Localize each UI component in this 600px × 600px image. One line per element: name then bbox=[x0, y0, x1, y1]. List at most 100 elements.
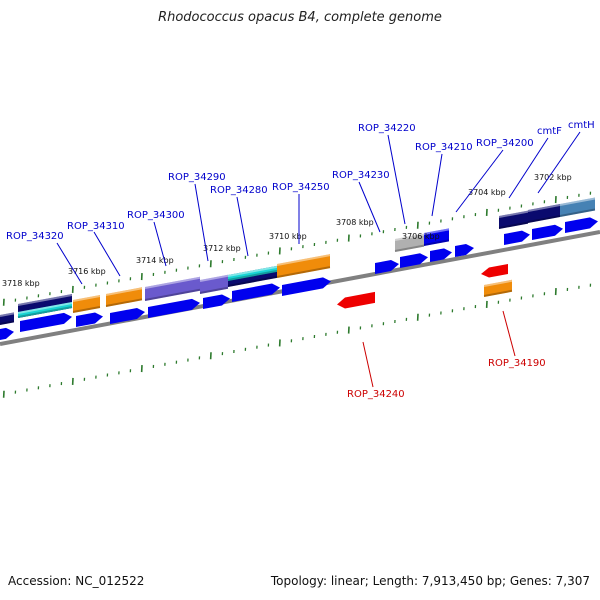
reverse-gene-arrow bbox=[337, 291, 375, 309]
feature-box-purple-shade bbox=[144, 288, 201, 301]
forward-gene-arrow bbox=[400, 253, 428, 268]
forward-gene-arrow bbox=[375, 260, 399, 274]
feature-box-navy-shade bbox=[0, 320, 15, 325]
gene-label: ROP_34220 bbox=[358, 123, 416, 134]
feature-box-cyan-shade bbox=[227, 269, 278, 281]
feature-box-navy-highlight bbox=[527, 204, 561, 212]
forward-gene-arrow bbox=[430, 248, 452, 262]
gene-leader-line bbox=[362, 341, 374, 388]
gene-leader-line bbox=[455, 149, 504, 213]
feature-box-blue-shade bbox=[423, 239, 450, 246]
genome-summary: Topology: linear; Length: 7,913,450 bp; … bbox=[270, 574, 590, 588]
feature-box-purple bbox=[145, 276, 200, 301]
gene-label: ROP_34240 bbox=[347, 389, 405, 400]
forward-gene-arrow bbox=[565, 217, 598, 233]
feature-box-navy-highlight bbox=[17, 293, 73, 306]
feature-box-blue bbox=[424, 228, 449, 246]
forward-gene-arrow bbox=[504, 230, 530, 245]
forward-gene-arrow bbox=[148, 298, 200, 318]
reverse-gene-arrow bbox=[481, 263, 508, 278]
feature-box-orange bbox=[484, 279, 512, 297]
gene-label: ROP_34230 bbox=[332, 170, 390, 181]
gene-leader-line bbox=[508, 137, 549, 199]
gene-leader-line bbox=[431, 153, 443, 217]
coordinate-label: 3716 kbp bbox=[68, 267, 106, 276]
feature-box-orange-highlight bbox=[276, 254, 331, 266]
feature-box-navy-shade bbox=[227, 275, 278, 287]
feature-box-grey bbox=[395, 233, 424, 252]
feature-box-navy-highlight bbox=[0, 312, 15, 317]
feature-box-navy-shade bbox=[498, 221, 529, 229]
feature-box-orange-shade bbox=[72, 305, 101, 313]
feature-box-orange-shade bbox=[105, 298, 143, 307]
feature-box-purple-shade bbox=[199, 286, 229, 294]
gene-label: ROP_34210 bbox=[415, 142, 473, 153]
feature-box-purple-highlight bbox=[199, 274, 229, 282]
feature-box-navy-highlight bbox=[498, 210, 529, 218]
gene-label: ROP_34200 bbox=[476, 138, 534, 149]
gene-leader-line bbox=[358, 181, 381, 233]
feature-box-steelblue-shade bbox=[559, 208, 596, 217]
gene-leader-line bbox=[153, 221, 167, 267]
coordinate-label: 3712 kbp bbox=[203, 244, 241, 253]
gene-leader-line bbox=[236, 196, 249, 257]
feature-box-navy bbox=[499, 210, 528, 229]
gene-label: ROP_34280 bbox=[210, 185, 268, 196]
gene-leader-line bbox=[194, 183, 209, 262]
forward-gene-arrow bbox=[455, 243, 474, 257]
feature-box-navy bbox=[528, 204, 560, 223]
coordinate-label: 3706 kbp bbox=[402, 232, 440, 241]
gene-label: ROP_34290 bbox=[168, 172, 226, 183]
gene-label: cmtF bbox=[537, 126, 562, 137]
gene-leader-line bbox=[537, 131, 581, 194]
forward-gene-arrow bbox=[110, 307, 145, 324]
coordinate-labels: 3718 kbp 3716 kbp 3714 kbp 3712 kbp 3710 kbp… bbox=[2, 173, 572, 288]
gene-label: ROP_34310 bbox=[67, 221, 125, 232]
gene-label: ROP_34190 bbox=[488, 358, 546, 369]
feature-box-cyan bbox=[18, 301, 72, 318]
feature-box-orange-shade bbox=[483, 289, 513, 297]
feature-box-grey-highlight bbox=[394, 233, 425, 241]
feature-box-orange-highlight bbox=[483, 279, 513, 287]
feature-box-orange bbox=[277, 254, 330, 278]
forward-gene-arrow bbox=[0, 327, 14, 340]
feature-box-steelblue-highlight bbox=[559, 197, 596, 206]
feature-box-purple bbox=[200, 274, 228, 294]
feature-box-cyan-highlight bbox=[227, 265, 278, 277]
gene-leader-line bbox=[502, 310, 516, 357]
gene-leader-line bbox=[387, 134, 406, 225]
coordinate-label: 3710 kbp bbox=[269, 232, 307, 241]
feature-box-cyan bbox=[228, 265, 277, 281]
forward-gene-arrow bbox=[232, 283, 280, 302]
feature-tracks bbox=[0, 197, 598, 340]
forward-gene-arrow bbox=[282, 277, 331, 296]
tick-marks bbox=[2, 191, 592, 398]
feature-box-purple-highlight bbox=[144, 276, 201, 289]
feature-box-orange bbox=[73, 294, 100, 313]
coordinate-label: 3708 kbp bbox=[336, 218, 374, 227]
feature-box-blue-highlight bbox=[423, 228, 450, 235]
feature-box-steelblue bbox=[560, 197, 595, 217]
forward-gene-arrow bbox=[20, 312, 72, 332]
feature-box-orange bbox=[106, 287, 142, 307]
gene-label: ROP_34300 bbox=[127, 210, 185, 221]
coordinate-label: 3702 kbp bbox=[534, 173, 572, 182]
feature-box-cyan-highlight bbox=[17, 301, 73, 314]
feature-box-navy bbox=[0, 312, 14, 325]
gene-label: ROP_34250 bbox=[272, 182, 330, 193]
coordinate-label: 3714 kbp bbox=[136, 256, 174, 265]
feature-box-grey-shade bbox=[394, 244, 425, 252]
forward-gene-arrow bbox=[203, 294, 230, 309]
feature-box-orange-highlight bbox=[105, 287, 143, 296]
accession-text: Accession: NC_012522 bbox=[8, 574, 145, 588]
gene-label: cmtH bbox=[568, 120, 595, 131]
coordinate-label: 3704 kbp bbox=[468, 188, 506, 197]
feature-box-orange-highlight bbox=[72, 294, 101, 302]
gene-label: ROP_34320 bbox=[6, 231, 64, 242]
coordinate-label: 3718 kbp bbox=[2, 279, 40, 288]
feature-box-orange-shade bbox=[276, 266, 331, 278]
feature-box-navy-shade bbox=[527, 215, 561, 223]
feature-box-cyan-shade bbox=[17, 305, 73, 318]
